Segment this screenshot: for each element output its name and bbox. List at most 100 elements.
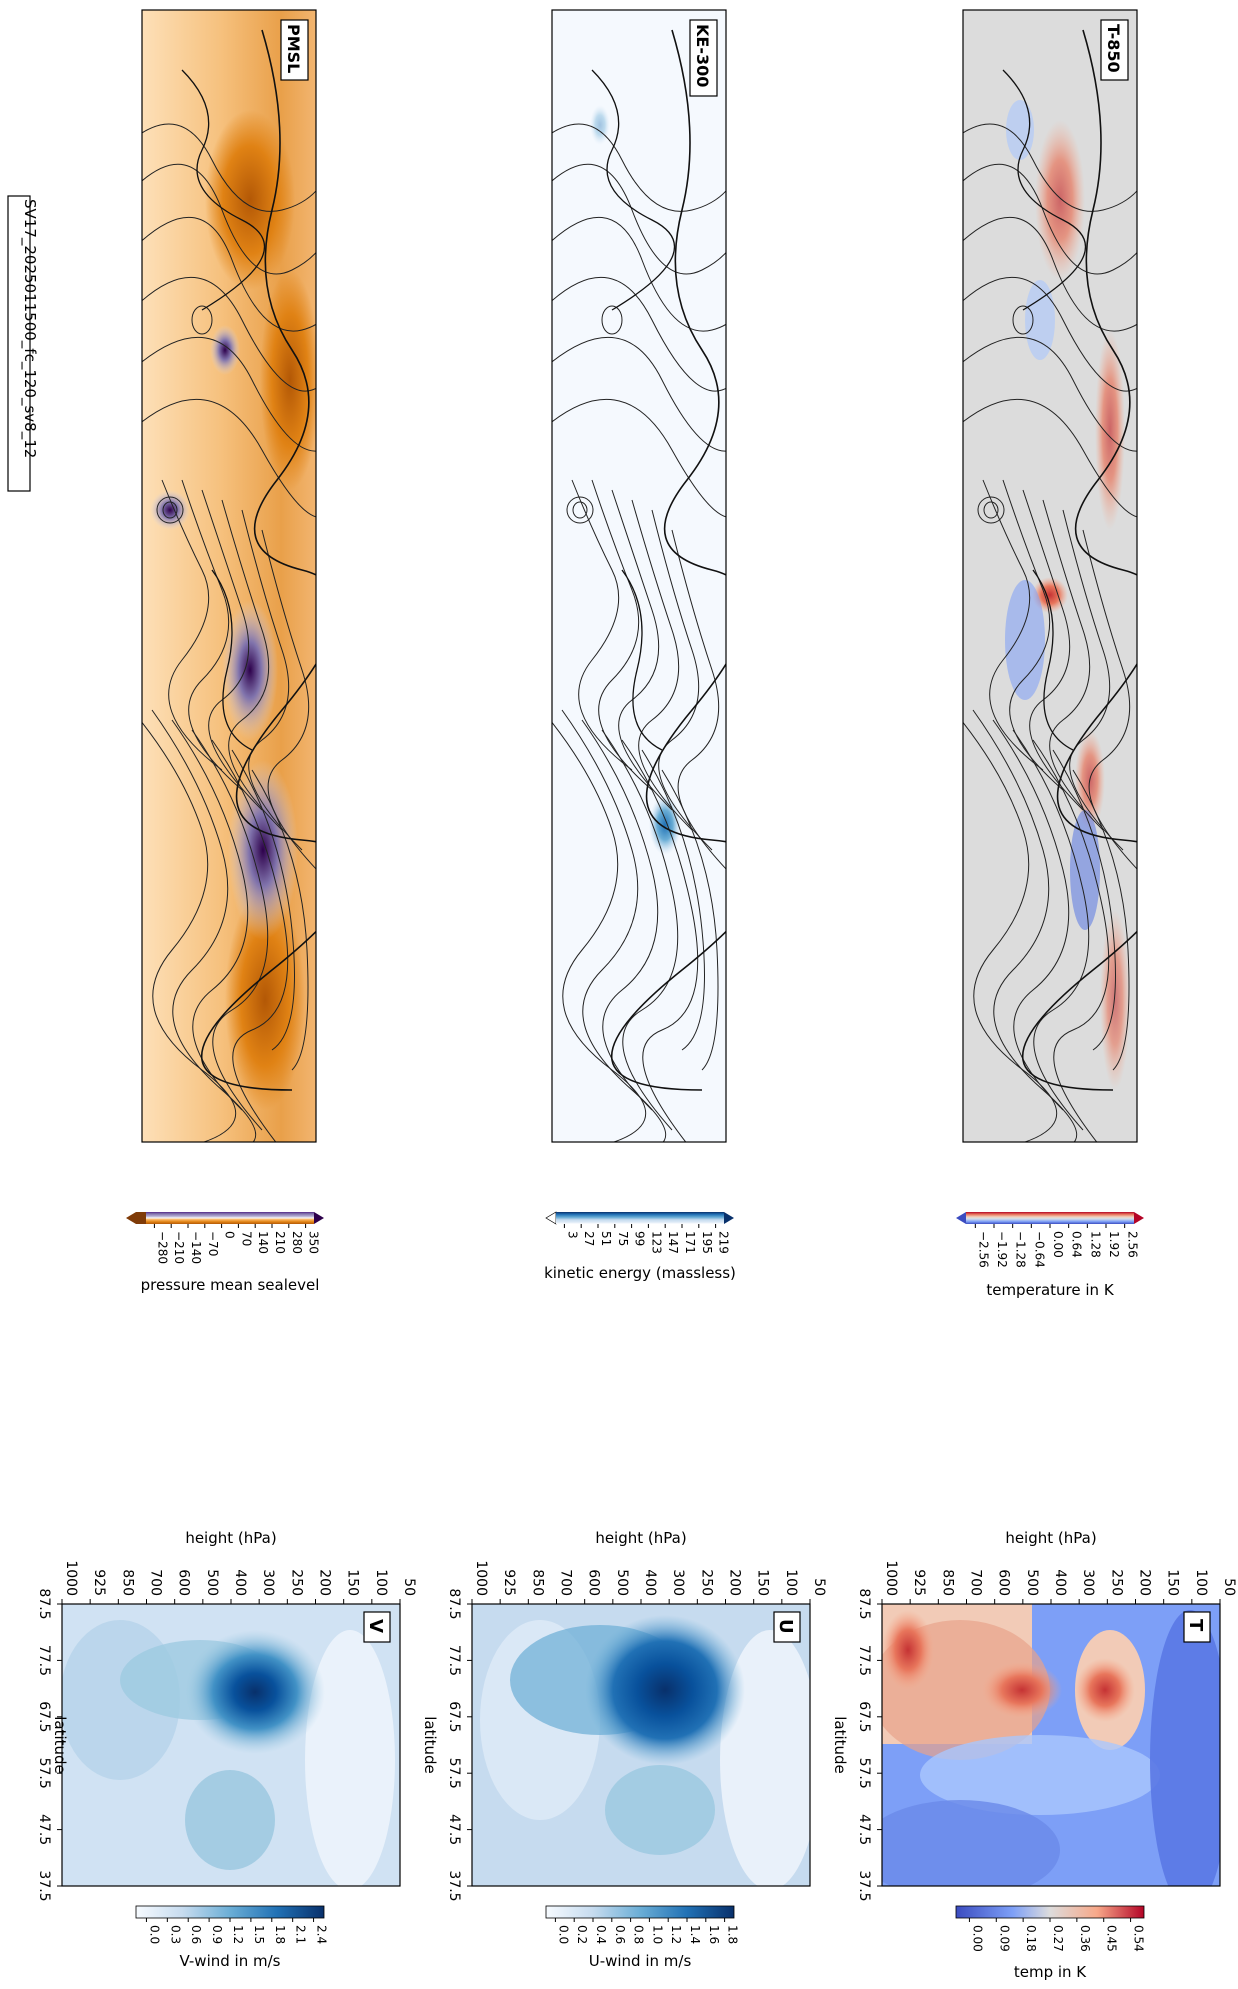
t850-colorbar: −2.56 −1.92 −1.28 −0.64 0.00 0.64 1.28 1.92 2.56… bbox=[956, 1212, 1144, 1299]
latitude-tick-label: 77.5 bbox=[36, 1645, 52, 1676]
pmsl-label: PMSL bbox=[284, 24, 303, 73]
u-peak bbox=[585, 1615, 745, 1765]
height-tick-label: 50 bbox=[811, 1578, 827, 1596]
colorbar-tick-label: 0.45 bbox=[1105, 1925, 1119, 1952]
v-xlabel: latitude bbox=[51, 1716, 69, 1774]
colorbar-tick-label: 140 bbox=[256, 1231, 270, 1254]
colorbar-tick-label: −140 bbox=[189, 1231, 203, 1264]
height-tick-label: 850 bbox=[119, 1569, 135, 1596]
height-tick-label: 600 bbox=[586, 1569, 602, 1596]
height-tick-label: 200 bbox=[727, 1569, 743, 1596]
v-colorbar: 0.0 0.3 0.6 0.9 1.2 1.5 1.8 2.1 2.4 V-wind in m/… bbox=[135, 1905, 329, 1970]
colorbar-tick-label: 0.36 bbox=[1078, 1925, 1092, 1952]
latitude-tick-label: 67.5 bbox=[446, 1701, 462, 1732]
height-tick-label: 600 bbox=[996, 1569, 1012, 1596]
colorbar-tick-label: 0.2 bbox=[575, 1925, 589, 1944]
ke-colorbar: 3 27 51 75 99 123 147 171 195 219 kinetic energy … bbox=[544, 1211, 736, 1282]
latitude-tick-label: 37.5 bbox=[446, 1870, 462, 1901]
map-panel-ke300: KE-300 bbox=[551, 9, 727, 1143]
pmsl-colorbar-ticks: −280 −210 −140 −70 0 70 140 210 280 350 bbox=[153, 1224, 321, 1264]
height-tick-label: 300 bbox=[260, 1569, 276, 1596]
pmsl-label-box bbox=[280, 19, 309, 81]
colorbar-tick-label: 219 bbox=[717, 1231, 731, 1254]
height-tick-label: 925 bbox=[501, 1569, 517, 1596]
colorbar-tick-label: 99 bbox=[633, 1231, 647, 1246]
colorbar-tick-label: 1.8 bbox=[726, 1925, 740, 1944]
colorbar-tick-label: 0.8 bbox=[632, 1925, 646, 1944]
latitude-tick-label: 87.5 bbox=[36, 1588, 52, 1619]
t-colorbar-ticks: 0.00 0.09 0.18 0.27 0.36 0.45 0.54 bbox=[968, 1918, 1146, 1952]
pmsl-dark-blob bbox=[260, 270, 316, 490]
u-colorbar-ticks: 0.0 0.2 0.4 0.6 0.8 1.0 1.2 1.4 1.6 1.8 bbox=[554, 1918, 740, 1944]
colorbar-tick-label: 51 bbox=[599, 1231, 613, 1246]
height-tick-label: 150 bbox=[755, 1569, 771, 1596]
latitude-tick-label: 67.5 bbox=[856, 1701, 872, 1732]
latitude-tick-label: 37.5 bbox=[856, 1870, 872, 1901]
colorbar-tick-label: 1.2 bbox=[231, 1925, 245, 1944]
height-tick-label: 500 bbox=[1024, 1569, 1040, 1596]
colorbar-tick-label: 27 bbox=[582, 1231, 596, 1246]
figure-label: SV17_2025011500_fc_120_sv8_12 bbox=[20, 199, 39, 458]
latitude-tick-label: 87.5 bbox=[856, 1588, 872, 1619]
figure-label-box: SV17_2025011500_fc_120_sv8_12 bbox=[7, 195, 39, 492]
t-peak bbox=[1075, 1658, 1135, 1722]
pmsl-dark-blob bbox=[205, 110, 295, 290]
v-colorbar-ticks: 0.0 0.3 0.6 0.9 1.2 1.5 1.8 2.1 2.4 bbox=[145, 1918, 329, 1944]
t-ylabel: height (hPa) bbox=[1005, 1529, 1096, 1547]
colorbar-tick-label: 0.6 bbox=[189, 1925, 203, 1944]
colorbar-tick-label: 1.5 bbox=[252, 1925, 266, 1944]
colorbar-tick-label: 1.6 bbox=[707, 1925, 721, 1944]
height-tick-label: 150 bbox=[1165, 1569, 1181, 1596]
height-tick-label: 850 bbox=[529, 1569, 545, 1596]
section-panel-u: U 87.5 77.5 67.5 57.5 47.5 37.5 1000 925 850 700… bbox=[421, 1529, 827, 1902]
colorbar-tick-label: 0.00 bbox=[970, 1925, 984, 1952]
t-peak bbox=[982, 1662, 1062, 1718]
colorbar-tick-label: −1.28 bbox=[1014, 1231, 1028, 1268]
colorbar-tick-label: 0.00 bbox=[1051, 1231, 1065, 1258]
height-tick-label: 1000 bbox=[883, 1560, 899, 1596]
colorbar-tick-label: 0.0 bbox=[147, 1925, 161, 1944]
colorbar-tick-label: 2.56 bbox=[1126, 1231, 1140, 1258]
map-panel-pmsl: PMSL bbox=[141, 9, 317, 1143]
colorbar-tick-label: 0.54 bbox=[1132, 1925, 1146, 1952]
height-tick-label: 100 bbox=[1193, 1569, 1209, 1596]
latitude-tick-label: 37.5 bbox=[36, 1870, 52, 1901]
height-tick-label: 925 bbox=[91, 1569, 107, 1596]
t850-colorbar-ticks: −2.56 −1.92 −1.28 −0.64 0.00 0.64 1.28 1.92 2.56 bbox=[974, 1224, 1140, 1268]
latitude-tick-label: 57.5 bbox=[856, 1758, 872, 1789]
ke-blob bbox=[590, 105, 610, 145]
latitude-tick-label: 57.5 bbox=[446, 1758, 462, 1789]
height-tick-label: 100 bbox=[373, 1569, 389, 1596]
section-panel-t: T 87.5 77.5 67.5 57.5 47.5 37.5 1000 925 850 700… bbox=[831, 1529, 1237, 1902]
height-tick-label: 700 bbox=[968, 1569, 984, 1596]
u-colorbar-label: U-wind in m/s bbox=[589, 1952, 692, 1970]
colorbar-tick-label: 1.92 bbox=[1107, 1231, 1121, 1258]
colorbar-tick-label: −210 bbox=[172, 1231, 186, 1264]
height-tick-label: 600 bbox=[176, 1569, 192, 1596]
height-tick-label: 700 bbox=[558, 1569, 574, 1596]
colorbar-tick-label: 3 bbox=[565, 1231, 579, 1239]
height-tick-label: 925 bbox=[911, 1569, 927, 1596]
colorbar-tick-label: 2.4 bbox=[315, 1925, 329, 1944]
latitude-tick-label: 67.5 bbox=[36, 1701, 52, 1732]
t850-colorbar-label: temperature in K bbox=[986, 1281, 1114, 1299]
height-tick-label: 400 bbox=[642, 1569, 658, 1596]
u-height-ticks: 1000 925 850 700 600 500 400 300 250 200 150 100 50 bbox=[471, 1560, 827, 1604]
colorbar-tick-label: 0.18 bbox=[1024, 1925, 1038, 1952]
colorbar-tick-label: 123 bbox=[649, 1231, 663, 1254]
ke-label: KE-300 bbox=[693, 24, 712, 87]
colorbar-tick-label: 1.8 bbox=[273, 1925, 287, 1944]
u-xlabel: latitude bbox=[421, 1716, 439, 1774]
colorbar-tick-label: 1.2 bbox=[669, 1925, 683, 1944]
t-height-ticks: 1000 925 850 700 600 500 400 300 250 200 150 100 50 bbox=[881, 1560, 1237, 1604]
v-ylabel: height (hPa) bbox=[185, 1529, 276, 1547]
height-tick-label: 400 bbox=[1052, 1569, 1068, 1596]
latitude-tick-label: 57.5 bbox=[36, 1758, 52, 1789]
latitude-tick-label: 77.5 bbox=[856, 1645, 872, 1676]
v-latitude-ticks: 87.5 77.5 67.5 57.5 47.5 37.5 bbox=[36, 1588, 62, 1902]
t-panel-label: T bbox=[1185, 1619, 1206, 1632]
colorbar-tick-label: 0.0 bbox=[556, 1925, 570, 1944]
t-latitude-ticks: 87.5 77.5 67.5 57.5 47.5 37.5 bbox=[856, 1588, 882, 1902]
height-tick-label: 850 bbox=[939, 1569, 955, 1596]
colorbar-tick-label: 0.27 bbox=[1051, 1925, 1065, 1952]
